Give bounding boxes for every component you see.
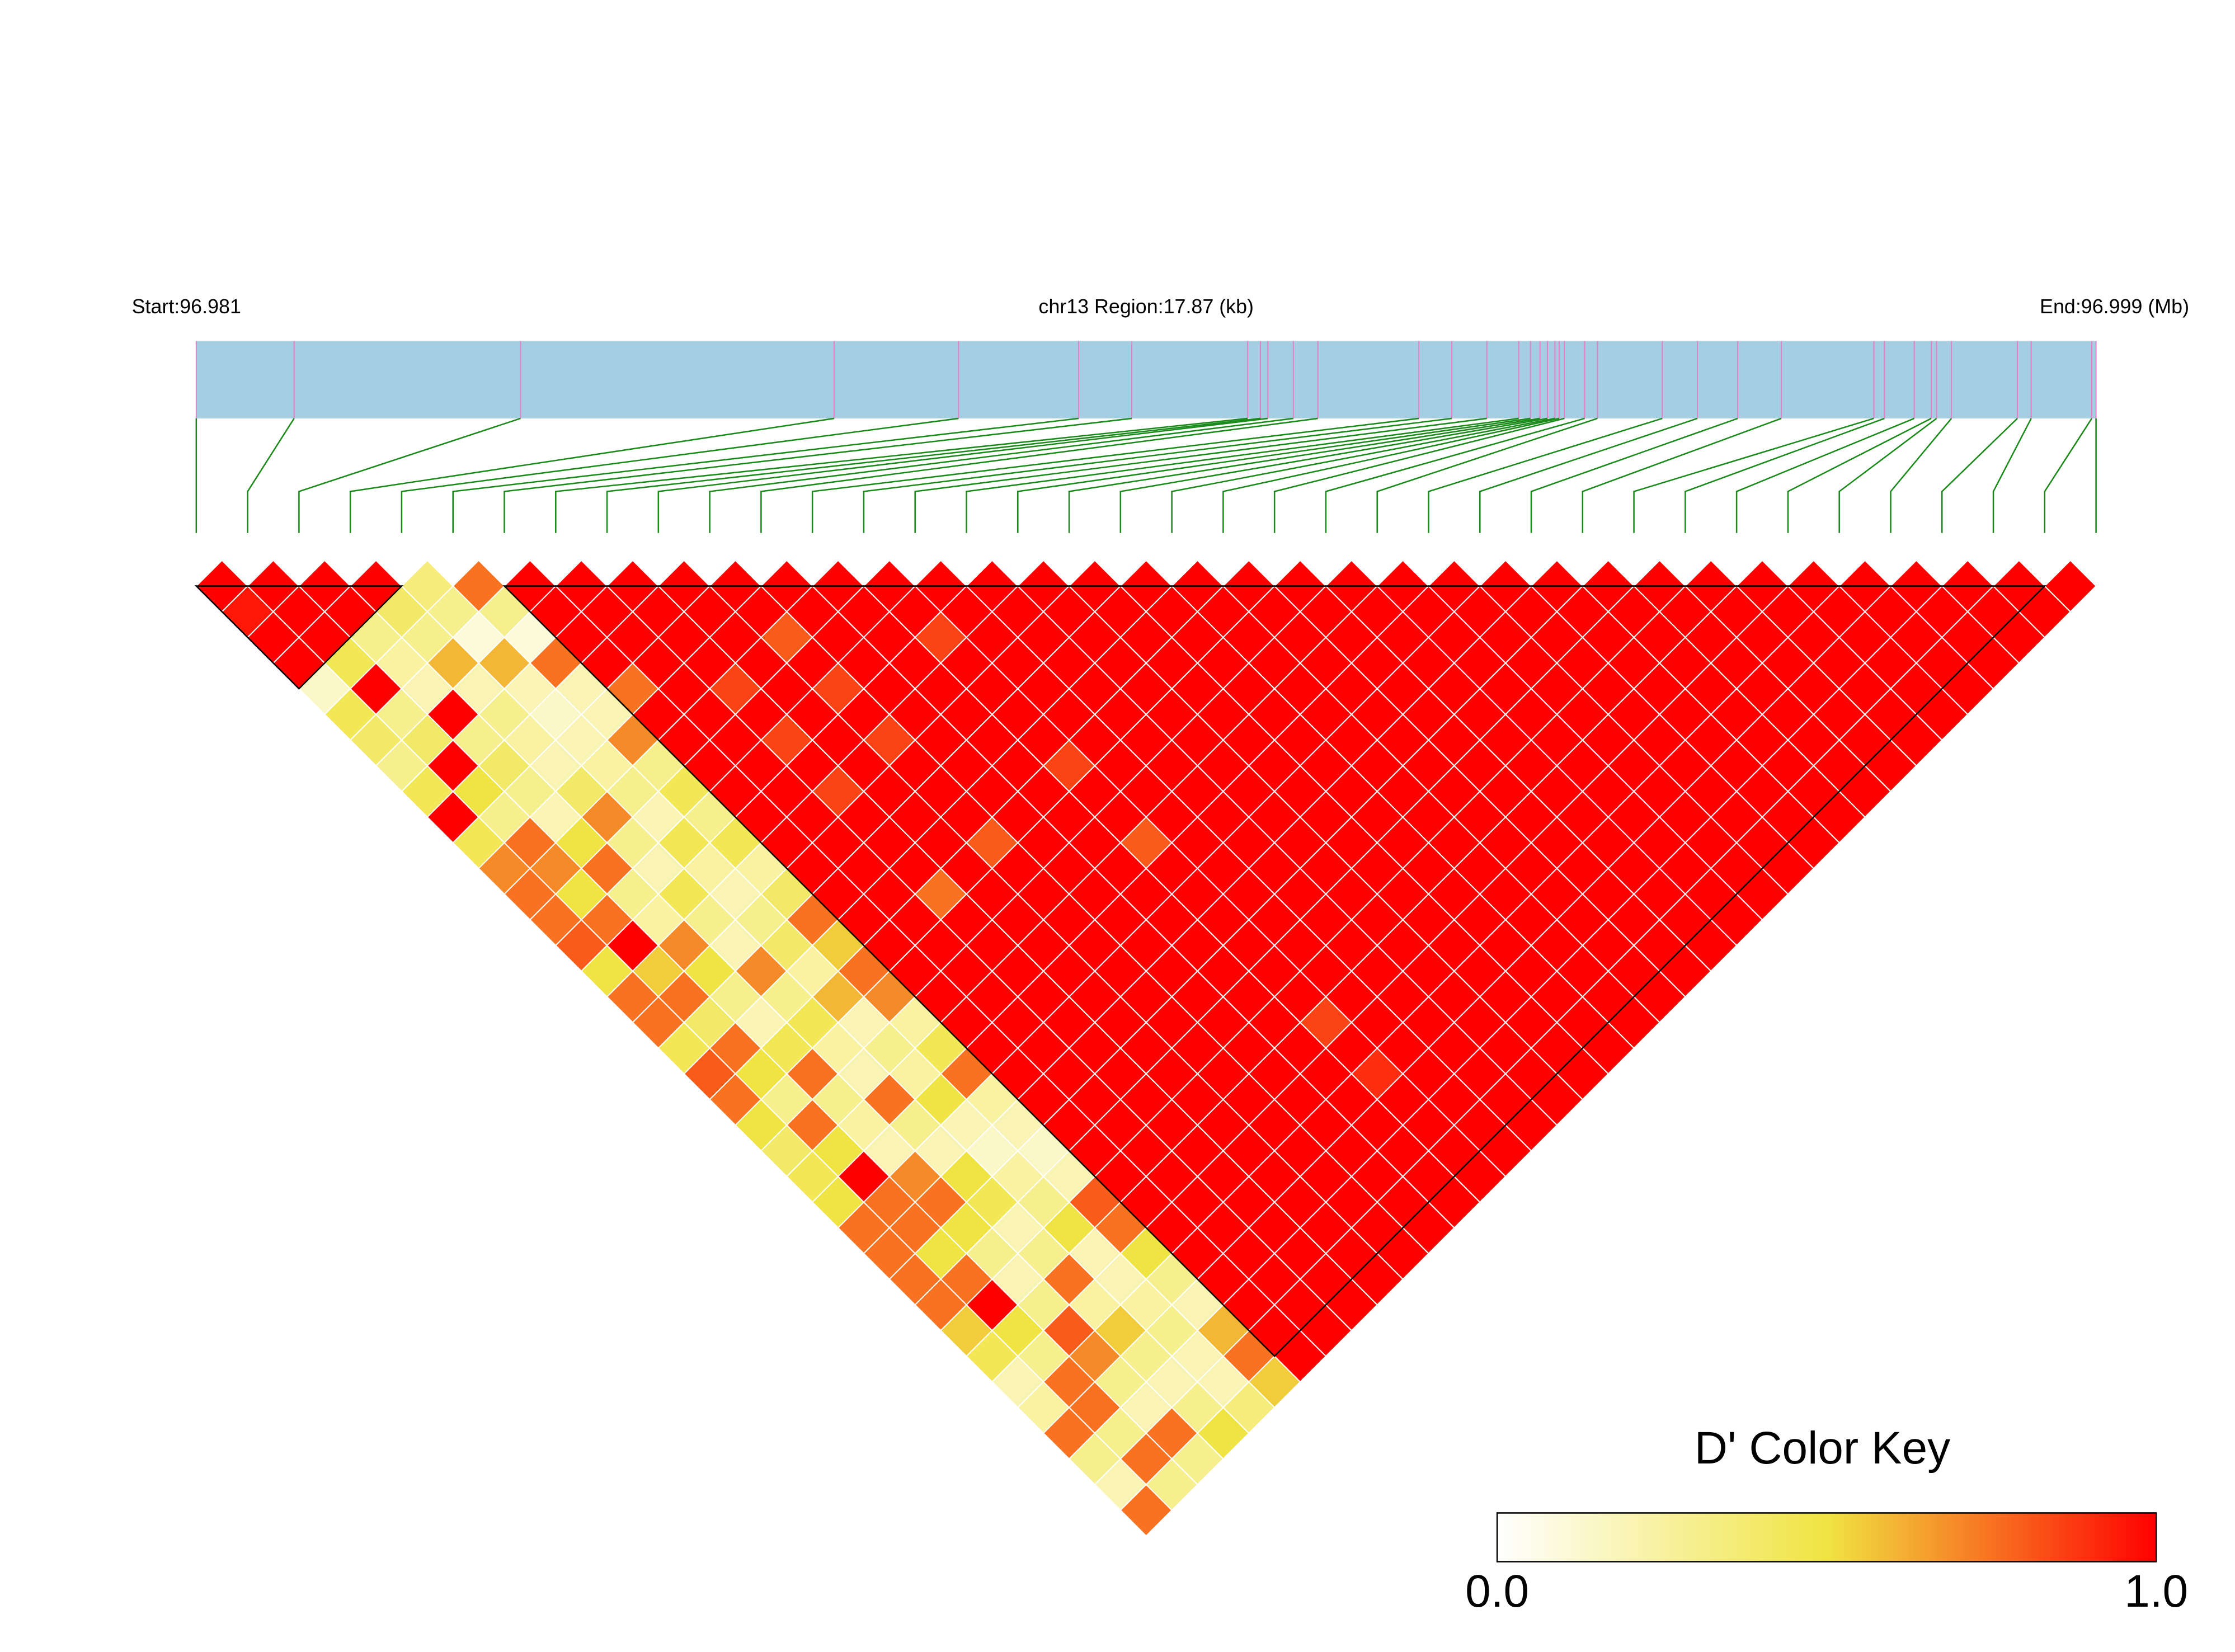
snp-connector xyxy=(1068,417,1540,533)
snp-connector xyxy=(709,417,1294,533)
snp-connector xyxy=(401,417,959,533)
color-key-tick-label: 0.0 xyxy=(1465,1566,1529,1617)
snp-connector xyxy=(811,417,1419,533)
snp-connector xyxy=(914,417,1487,533)
snp-connector xyxy=(1633,417,1874,533)
snp-connector xyxy=(1376,417,1598,533)
snp-connector xyxy=(1890,418,1952,533)
snp-connector xyxy=(1479,417,1698,533)
snp-connector xyxy=(1017,417,1531,533)
snp-connector xyxy=(1530,417,1738,533)
snp-connector xyxy=(298,417,521,533)
ld-cell xyxy=(2044,559,2097,613)
snp-connector xyxy=(1119,417,1548,533)
color-key-bar xyxy=(1496,1512,2157,1562)
snp-connector xyxy=(760,417,1318,533)
ld-block xyxy=(194,585,404,690)
ld-block xyxy=(502,585,2046,1358)
snp-connector xyxy=(1273,417,1565,533)
snp-connector xyxy=(1325,417,1585,533)
snp-connector xyxy=(1992,418,2032,533)
snp-connector xyxy=(1685,417,1885,533)
snp-connector xyxy=(1735,417,1915,533)
snp-connector xyxy=(1838,417,1937,533)
snp-connector xyxy=(555,417,1248,533)
snp-connector xyxy=(349,417,835,533)
snp-connector xyxy=(606,417,1261,533)
end-label: End:96.999 (Mb) xyxy=(2040,295,2189,318)
start-label: Start:96.981 xyxy=(132,295,241,318)
snp-connector xyxy=(504,417,1132,533)
snp-connector xyxy=(1582,417,1782,533)
snp-connector xyxy=(452,417,1079,533)
snp-connector xyxy=(657,417,1268,533)
snp-connector xyxy=(966,417,1519,533)
region-bar xyxy=(196,341,2096,418)
snp-connector xyxy=(2044,418,2093,533)
snp-connector xyxy=(1787,417,1932,533)
snp-connector xyxy=(863,417,1452,533)
color-key-tick-label: 1.0 xyxy=(2124,1566,2188,1617)
chart-title: chr13 Region:17.87 (kb) xyxy=(1038,295,1254,318)
snp-connector xyxy=(1941,418,2018,533)
snp-connector xyxy=(1222,417,1560,533)
color-key-title: D' Color Key xyxy=(1695,1423,1950,1474)
snp-connector xyxy=(1428,417,1663,533)
snp-connector xyxy=(1171,417,1555,533)
snp-connector xyxy=(247,418,295,533)
